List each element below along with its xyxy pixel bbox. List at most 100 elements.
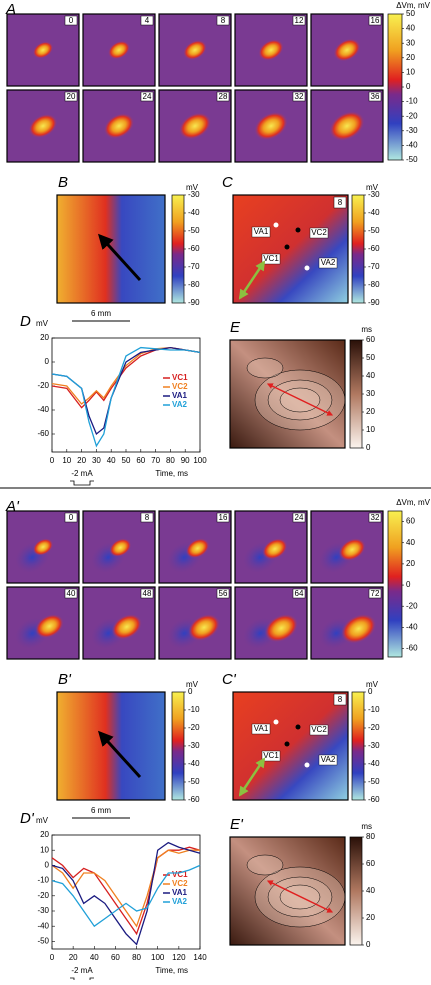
colorbar-title: ms bbox=[361, 325, 372, 334]
frame-number: 56 bbox=[219, 589, 228, 598]
colorbar-tick-label: -50 bbox=[188, 777, 200, 786]
colorbar-tick-label: 40 bbox=[366, 886, 375, 895]
colorbar-tick-label: -60 bbox=[188, 244, 200, 253]
map-pattern bbox=[254, 111, 288, 141]
colorbar-tick-label: -60 bbox=[188, 795, 200, 804]
map-pattern bbox=[319, 614, 377, 649]
recording-site bbox=[284, 244, 290, 250]
colorbar-tick-label: 30 bbox=[406, 38, 415, 47]
x-tick-label: 20 bbox=[77, 456, 86, 465]
map-pattern bbox=[258, 39, 284, 61]
y-axis-label: mV bbox=[36, 816, 49, 825]
colorbar-tick-label: -50 bbox=[406, 155, 418, 164]
map-pattern bbox=[32, 41, 54, 59]
frame-number-box bbox=[368, 15, 382, 26]
frame-number: 40 bbox=[67, 589, 76, 598]
x-tick-label: 20 bbox=[69, 953, 78, 962]
colorbar-tick-label: -20 bbox=[406, 601, 418, 610]
frame-number: 0 bbox=[69, 16, 74, 25]
recording-site bbox=[273, 719, 279, 725]
colorbar-tick-label: -30 bbox=[368, 741, 380, 750]
depolarization bbox=[264, 614, 299, 643]
y-tick-label: -10 bbox=[37, 876, 49, 885]
frame-number-box bbox=[140, 512, 154, 523]
x-axis-label: Time, ms bbox=[155, 966, 188, 975]
direction-arrow bbox=[97, 730, 142, 779]
frame-number-box bbox=[292, 15, 306, 26]
panel-label: D bbox=[20, 313, 31, 330]
frame-number-box bbox=[333, 196, 347, 209]
colorbar-tick-label: -70 bbox=[188, 262, 200, 271]
colorbar-tick-label: 0 bbox=[366, 443, 371, 452]
recording-site bbox=[295, 227, 301, 233]
colorbar-tick-label: -40 bbox=[368, 759, 380, 768]
panel-label: E bbox=[230, 319, 241, 336]
map-pattern bbox=[167, 538, 210, 573]
direction-arrow bbox=[97, 233, 142, 282]
depolarization bbox=[262, 538, 288, 560]
frame-number-box bbox=[368, 91, 382, 102]
colorbar-tick-label: -20 bbox=[188, 723, 200, 732]
colorbar-tick-label: 0 bbox=[366, 940, 371, 949]
y-tick-label: -20 bbox=[37, 891, 49, 900]
frame-number: 8 bbox=[338, 695, 343, 704]
depolarization bbox=[185, 538, 210, 559]
frame-number-box bbox=[368, 512, 382, 523]
legend-label: VA2 bbox=[172, 897, 188, 906]
depolarization bbox=[103, 113, 135, 139]
colorbar-tick-label: -90 bbox=[368, 298, 380, 307]
y-tick-label: -60 bbox=[37, 429, 49, 438]
panel-label: C' bbox=[222, 671, 237, 688]
colorbar-title: mV bbox=[366, 183, 379, 192]
panel-label: D' bbox=[20, 810, 35, 827]
x-tick-label: 90 bbox=[181, 456, 190, 465]
colorbar-tick-label: 20 bbox=[366, 407, 375, 416]
legend-label: VC1 bbox=[172, 870, 188, 879]
x-tick-label: 80 bbox=[166, 456, 175, 465]
frame-number-box bbox=[333, 693, 347, 706]
x-tick-label: 0 bbox=[50, 953, 55, 962]
site-label: VA2 bbox=[321, 755, 336, 764]
depolarization bbox=[32, 41, 54, 59]
colorbar-tick-label: 50 bbox=[406, 9, 415, 18]
recording-site bbox=[284, 741, 290, 747]
x-tick-label: 100 bbox=[151, 953, 165, 962]
colorbar-title: mV bbox=[186, 680, 199, 689]
colorbar-tick-label: -70 bbox=[368, 262, 380, 271]
recording-site bbox=[273, 222, 279, 228]
colorbar bbox=[171, 194, 185, 304]
frame-number-box bbox=[216, 588, 230, 599]
frame-number-box bbox=[140, 91, 154, 102]
colorbar bbox=[349, 339, 363, 449]
colorbar-tick-label: -80 bbox=[188, 280, 200, 289]
colorbar-tick-label: 20 bbox=[366, 913, 375, 922]
frame-number: 32 bbox=[295, 92, 304, 101]
colorbar-tick-label: -40 bbox=[406, 622, 418, 631]
map-pattern bbox=[108, 40, 130, 60]
site-label-box bbox=[318, 257, 338, 269]
colorbar-title: mV bbox=[186, 183, 199, 192]
frame-number: 8 bbox=[145, 513, 150, 522]
colorbar bbox=[351, 194, 365, 304]
depolarization bbox=[329, 111, 365, 141]
map-frame bbox=[82, 586, 156, 660]
y-tick-label: -30 bbox=[37, 906, 49, 915]
depolarization bbox=[254, 111, 288, 141]
colorbar-tick-label: -50 bbox=[368, 777, 380, 786]
colorbar-tick-label: -30 bbox=[188, 190, 200, 199]
y-tick-label: 0 bbox=[45, 357, 50, 366]
depolarization bbox=[35, 614, 64, 639]
frame-number-box bbox=[140, 15, 154, 26]
colorbar-tick-label: -20 bbox=[368, 723, 380, 732]
colorbar-tick-label: 40 bbox=[406, 24, 415, 33]
frame-number-box bbox=[64, 588, 78, 599]
frame-number: 64 bbox=[295, 589, 304, 598]
x-tick-label: 0 bbox=[50, 456, 55, 465]
map-pattern bbox=[319, 538, 366, 573]
x-tick-label: 80 bbox=[132, 953, 141, 962]
colorbar-tick-label: 20 bbox=[406, 559, 415, 568]
frame-number-box bbox=[64, 512, 78, 523]
colorbar-tick-label: -10 bbox=[368, 705, 380, 714]
x-tick-label: 140 bbox=[193, 953, 207, 962]
